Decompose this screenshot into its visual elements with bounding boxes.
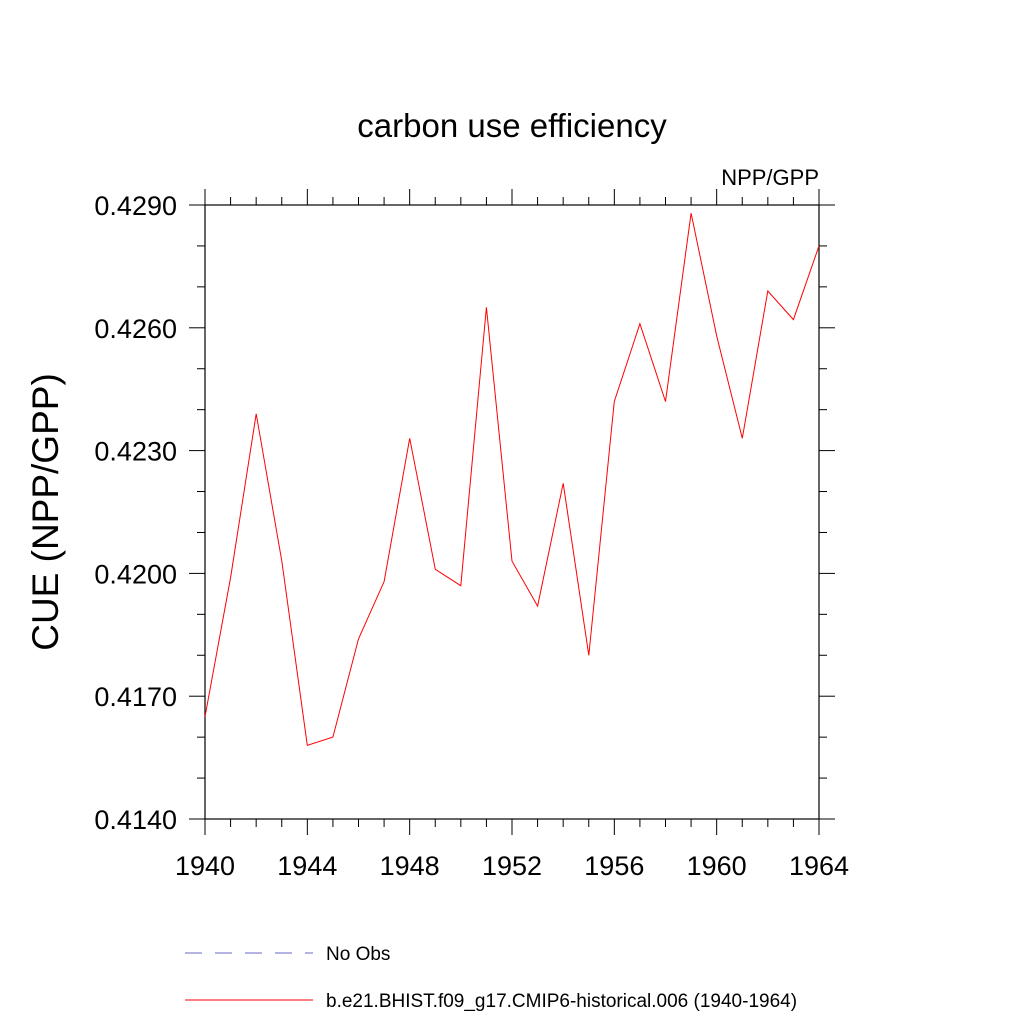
x-tick-label: 1964 [789, 851, 849, 881]
y-axis-label: CUE (NPP/GPP) [25, 373, 66, 651]
series-line [204, 213, 820, 746]
y-tick-label: 0.4170 [94, 682, 177, 712]
y-tick-label: 0.4140 [94, 805, 177, 835]
axis-ticks [189, 189, 835, 835]
x-tick-label: 1952 [482, 851, 542, 881]
chart-title: carbon use efficiency [357, 107, 667, 144]
y-tick-label: 0.4200 [94, 559, 177, 589]
x-tick-label: 1944 [277, 851, 337, 881]
legend-label-no-obs: No Obs [326, 944, 390, 965]
chart-subtitle: NPP/GPP [721, 165, 819, 190]
y-tick-label: 0.4290 [94, 191, 177, 221]
series-layer [204, 213, 820, 746]
x-tick-labels: 1940 1944 1948 1952 1956 1960 1964 [175, 851, 849, 881]
x-tick-label: 1960 [687, 851, 747, 881]
legend-label-series: b.e21.BHIST.f09_g17.CMIP6-historical.006… [326, 991, 797, 1012]
y-tick-label: 0.4260 [94, 314, 177, 344]
y-tick-labels: 0.4140 0.4170 0.4200 0.4230 0.4260 0.4290 [94, 191, 177, 835]
y-tick-label: 0.4230 [94, 437, 177, 467]
x-tick-label: 1940 [175, 851, 235, 881]
plot-frame [204, 204, 820, 820]
x-tick-label: 1956 [584, 851, 644, 881]
legend: No Obs b.e21.BHIST.f09_g17.CMIP6-histori… [185, 944, 797, 1012]
x-tick-label: 1948 [380, 851, 440, 881]
